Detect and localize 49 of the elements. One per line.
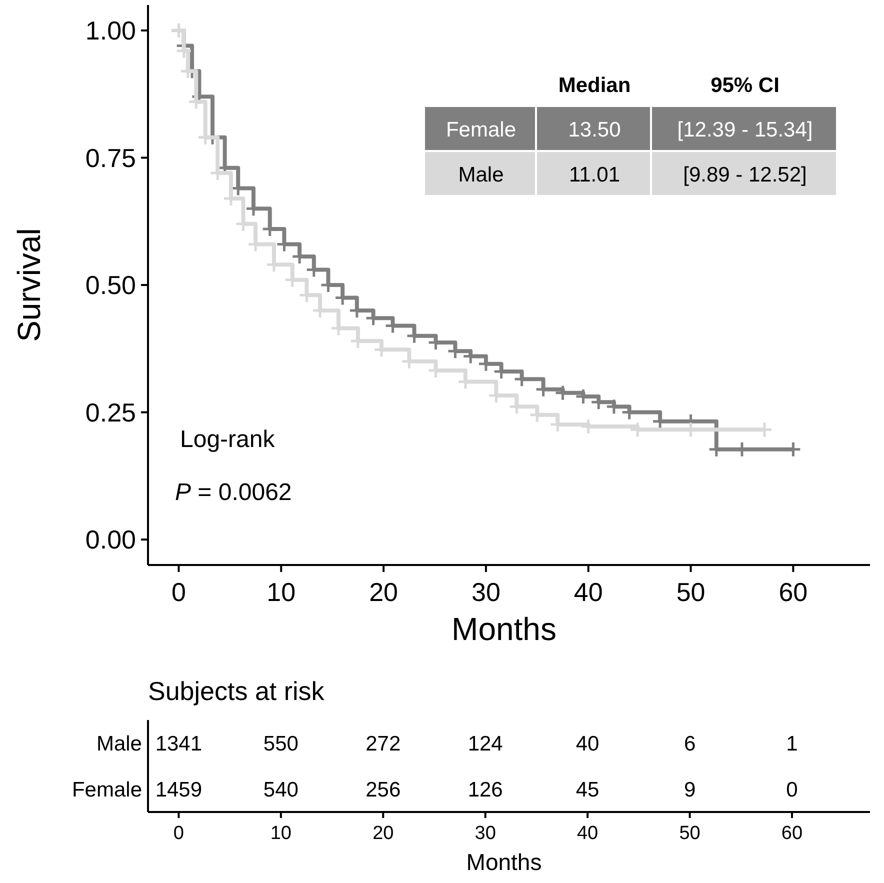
data-label: 1459 — [155, 778, 202, 802]
x-tick-label: 10 — [266, 577, 296, 607]
y-axis-title: Survival — [11, 228, 47, 342]
data-label: 6 — [684, 732, 696, 756]
data-label: 1341 — [155, 732, 202, 756]
annotation: [9.89 - 12.52] — [683, 163, 807, 186]
data-label: 45 — [576, 778, 600, 802]
x-tick-label: 40 — [574, 577, 603, 607]
y-tick-label: 0.75 — [85, 142, 136, 173]
data-label: 272 — [366, 732, 401, 756]
x-tick-label: 40 — [576, 823, 598, 844]
x-tick-label: 30 — [471, 577, 500, 607]
data-label: 9 — [684, 778, 696, 802]
x-tick-label: 30 — [474, 823, 496, 844]
annotation: Median — [558, 74, 631, 97]
data-label: 40 — [576, 732, 600, 756]
x-tick-label: 20 — [372, 823, 394, 844]
text: Female — [446, 118, 516, 142]
data-label: 256 — [366, 778, 401, 802]
data-label: 550 — [263, 732, 298, 756]
x-tick-label: 10 — [270, 823, 292, 844]
y-tick-label: Female — [72, 778, 142, 802]
annotation: Log-rank — [180, 426, 276, 453]
x-tick-label: 0 — [171, 577, 186, 607]
y-tick-label: 0.25 — [85, 397, 136, 428]
data-label: 540 — [263, 778, 298, 802]
x-axis-title: Months — [452, 611, 556, 647]
x-tick-label: 50 — [679, 823, 700, 844]
annotation: 13.50 — [568, 118, 621, 142]
chart-title: Subjects at risk — [148, 676, 326, 706]
y-tick-label: 0.50 — [85, 270, 136, 300]
annotation: [12.39 - 15.34] — [677, 118, 813, 142]
x-tick-label: 0 — [173, 823, 184, 844]
x-tick-label: 20 — [369, 577, 398, 607]
y-tick-label: 0.00 — [85, 524, 136, 555]
data-label: 126 — [468, 778, 503, 802]
annotation: 95% CI — [710, 74, 780, 97]
text: Male — [458, 163, 504, 186]
y-tick-label: Male — [96, 732, 142, 756]
x-tick-label: 60 — [781, 823, 803, 844]
data-label: 0 — [786, 778, 798, 802]
x-axis-title: Months — [466, 849, 542, 875]
data-label: 1 — [786, 732, 798, 756]
data-label: 124 — [468, 732, 504, 756]
annotation: 11.01 — [569, 163, 620, 186]
x-tick-label: 50 — [676, 577, 706, 607]
x-tick-label: 60 — [778, 577, 808, 607]
annotation: P = 0.0062 — [175, 479, 292, 506]
y-tick-label: 1.00 — [85, 16, 136, 46]
